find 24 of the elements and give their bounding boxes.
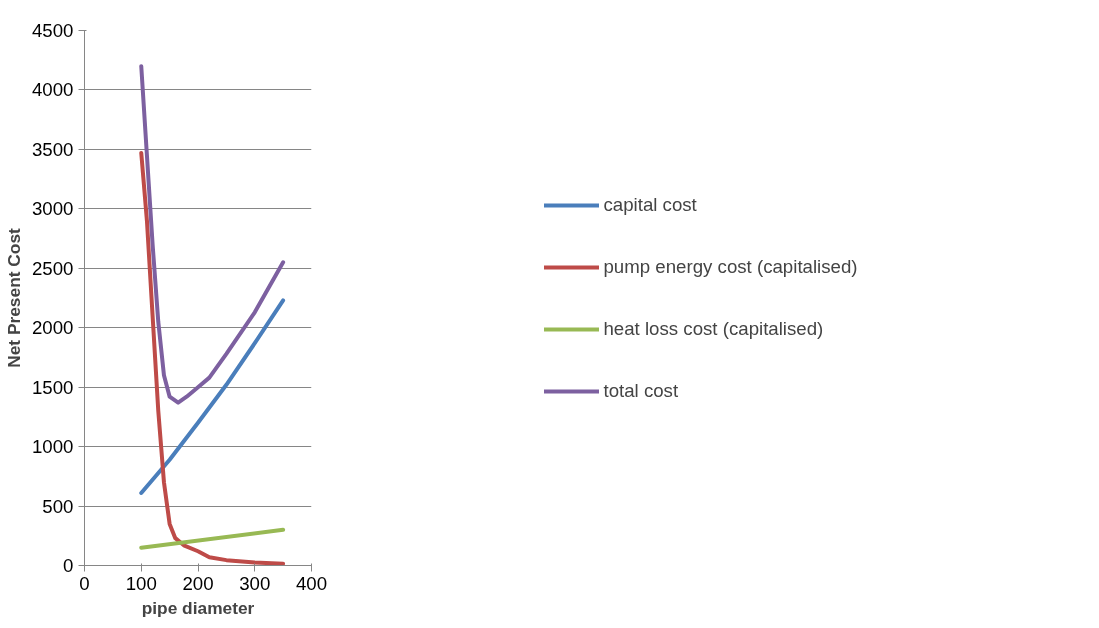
y-tick-label: 4500 <box>32 20 74 41</box>
x-tick-label: 100 <box>125 572 157 594</box>
legend-label: pump energy cost (capitalised) <box>603 255 858 278</box>
y-tick-label: 4000 <box>32 79 74 101</box>
line-series <box>139 64 286 405</box>
y-tick-label: 3000 <box>32 198 74 220</box>
legend-label: total cost <box>603 379 679 402</box>
x-tick-label: 400 <box>295 572 328 594</box>
x-axis-title: pipe diameter <box>141 597 255 618</box>
x-tick-label: 300 <box>239 572 271 594</box>
y-tick-label: 3500 <box>32 138 74 160</box>
line-series <box>139 150 286 566</box>
y-tick-label: 1500 <box>32 376 74 398</box>
y-tick-label: 500 <box>42 495 74 517</box>
y-tick-label: 0 <box>63 555 74 576</box>
y-axis-title: Net Present Cost <box>4 227 24 368</box>
x-tick-label: 0 <box>79 572 90 594</box>
legend-label: heat loss cost (capitalised) <box>603 317 824 340</box>
y-tick-label: 2000 <box>32 317 74 339</box>
y-tick-label: 1000 <box>32 436 74 458</box>
x-tick-label: 200 <box>182 572 214 594</box>
line-series <box>139 298 286 495</box>
y-tick-label: 2500 <box>32 257 74 279</box>
legend-label: capital cost <box>603 193 697 216</box>
